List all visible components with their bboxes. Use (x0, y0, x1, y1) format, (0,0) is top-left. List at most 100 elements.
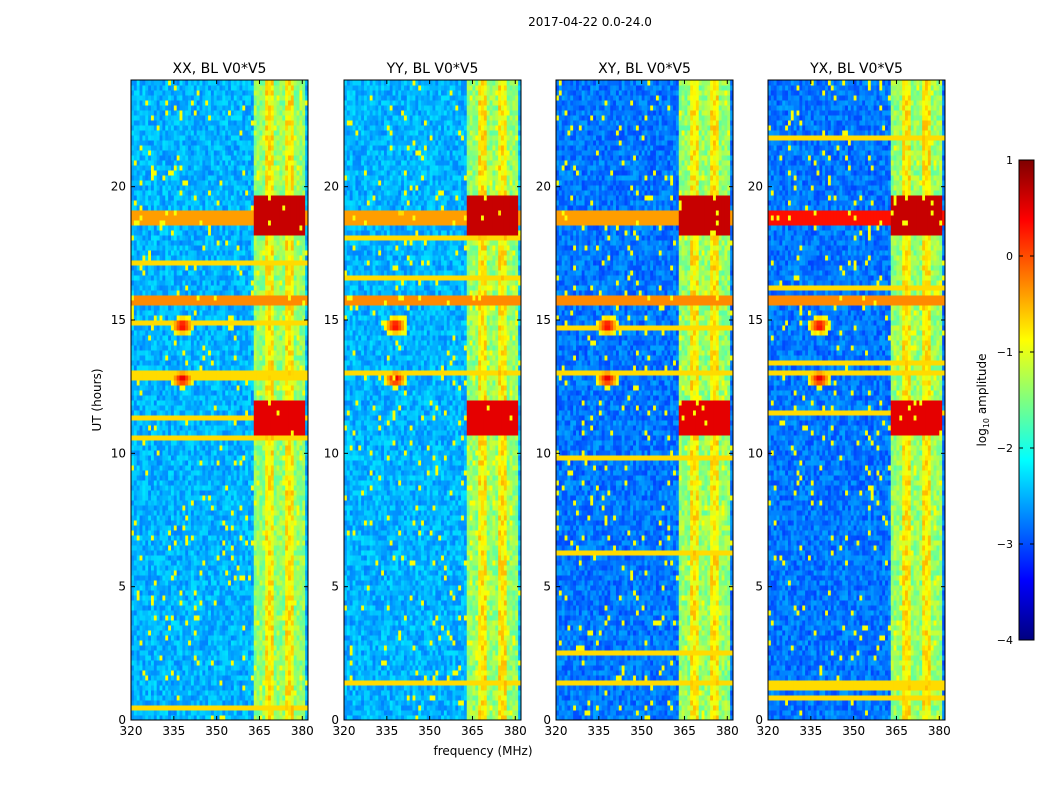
heatmap-cell (160, 655, 163, 661)
heatmap-cell (299, 660, 302, 666)
heatmap-cell (220, 660, 223, 666)
heatmap-cell (191, 625, 194, 631)
heatmap-cell (268, 625, 271, 631)
heatmap-cell (294, 685, 297, 691)
heatmap-cell (302, 675, 305, 681)
heatmap-cell (148, 650, 151, 656)
heatmap-cell (228, 660, 231, 666)
heatmap-cell (134, 625, 137, 631)
heatmap-cell (182, 665, 185, 671)
heatmap-cell (162, 680, 165, 686)
heatmap-cell (202, 615, 205, 621)
heatmap-cell (237, 710, 240, 716)
heatmap-cell (259, 610, 262, 616)
heatmap-cell (145, 670, 148, 676)
heatmap-cell (259, 665, 262, 671)
heatmap-cell (148, 645, 151, 651)
heatmap-cell (194, 640, 197, 646)
heatmap-cell (268, 705, 271, 711)
heatmap-cell (228, 615, 231, 621)
heatmap-cell (265, 690, 268, 696)
heatmap-cell (214, 670, 217, 676)
heatmap-cell (157, 695, 160, 701)
heatmap-cell (299, 670, 302, 676)
heatmap-cell (228, 685, 231, 691)
heatmap-cell (202, 610, 205, 616)
heatmap-cell (174, 660, 177, 666)
heatmap-cell (217, 695, 220, 701)
heatmap-cell (194, 670, 197, 676)
heatmap-cell (148, 625, 151, 631)
heatmap-cell (265, 620, 268, 626)
heatmap-cell (157, 640, 160, 646)
heatmap-cell (151, 685, 154, 691)
heatmap-cell (154, 610, 157, 616)
heatmap-cell (177, 645, 180, 651)
heatmap-cell (182, 705, 185, 711)
heatmap-cell (268, 690, 271, 696)
heatmap-cell (268, 695, 271, 701)
heatmap-cell (299, 685, 302, 691)
heatmap-cell (222, 655, 225, 661)
heatmap-cell (180, 645, 183, 651)
heatmap-cell (257, 620, 260, 626)
heatmap-cell (225, 680, 228, 686)
heatmap-cell (234, 650, 237, 656)
heatmap-cell (154, 705, 157, 711)
heatmap-cell (222, 615, 225, 621)
heatmap-cell (211, 640, 214, 646)
heatmap-cell (285, 630, 288, 636)
heatmap-cell (185, 705, 188, 711)
heatmap-cell (302, 670, 305, 676)
heatmap-cell (142, 605, 145, 611)
heatmap-cell (148, 710, 151, 716)
heatmap-cell (188, 655, 191, 661)
heatmap-cell (140, 690, 143, 696)
heatmap-cell (174, 690, 177, 696)
heatmap-cell (208, 640, 211, 646)
heatmap-cell (222, 640, 225, 646)
heatmap-cell (291, 630, 294, 636)
heatmap-cell (208, 675, 211, 681)
heatmap-cell (274, 615, 277, 621)
heatmap-cell (291, 675, 294, 681)
heatmap-cell (228, 670, 231, 676)
heatmap-cell (137, 635, 140, 641)
heatmap-cell (220, 615, 223, 621)
heatmap-cell (148, 655, 151, 661)
heatmap-cell (262, 675, 265, 681)
heatmap-cell (242, 665, 245, 671)
heatmap-cell (282, 705, 285, 711)
heatmap-cell (248, 680, 251, 686)
heatmap-cell (217, 615, 220, 621)
heatmap-cell (202, 645, 205, 651)
heatmap-cell (191, 605, 194, 611)
heatmap-cell (205, 610, 208, 616)
heatmap-cell (265, 610, 268, 616)
heatmap-cell (262, 630, 265, 636)
heatmap-cell (137, 615, 140, 621)
heatmap-cell (197, 660, 200, 666)
heatmap-cell (200, 650, 203, 656)
heatmap-cell (131, 695, 134, 701)
heatmap-cell (205, 695, 208, 701)
heatmap-cell (248, 670, 251, 676)
heatmap-cell (134, 705, 137, 711)
heatmap-cell (288, 660, 291, 666)
heatmap-cell (245, 610, 248, 616)
heatmap-cell (225, 685, 228, 691)
heatmap-cell (242, 710, 245, 716)
heatmap-cell (188, 710, 191, 716)
heatmap-cell (197, 635, 200, 641)
heatmap-cell (142, 650, 145, 656)
heatmap-cell (277, 640, 280, 646)
heatmap-cell (134, 670, 137, 676)
heatmap-cell (222, 705, 225, 711)
heatmap-cell (294, 615, 297, 621)
heatmap-cell (242, 610, 245, 616)
heatmap-cell (171, 680, 174, 686)
heatmap-cell (242, 675, 245, 681)
heatmap-cell (217, 610, 220, 616)
heatmap-cell (228, 695, 231, 701)
heatmap-cell (262, 610, 265, 616)
